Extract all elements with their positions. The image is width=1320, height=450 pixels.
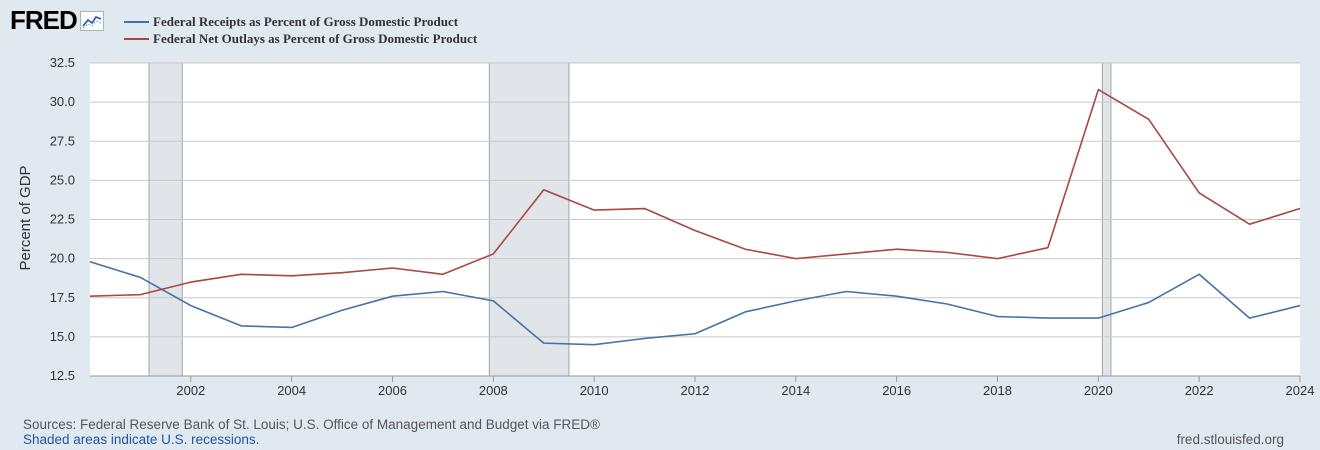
y-tick-label: 27.5	[50, 133, 75, 148]
data-point-series-0[interactable]	[1196, 271, 1202, 277]
x-tick-label: 2010	[580, 383, 609, 398]
data-point-series-1[interactable]	[440, 271, 446, 277]
data-point-series-0[interactable]	[87, 259, 93, 265]
data-point-series-1[interactable]	[1196, 190, 1202, 196]
y-tick-label: 15.0	[50, 329, 75, 344]
data-point-series-1[interactable]	[742, 246, 748, 252]
data-point-series-0[interactable]	[1297, 303, 1303, 309]
data-point-series-1[interactable]	[238, 271, 244, 277]
legend-swatch-receipts	[124, 20, 149, 23]
data-point-series-1[interactable]	[1297, 206, 1303, 212]
data-point-series-0[interactable]	[541, 340, 547, 346]
data-point-series-0[interactable]	[793, 298, 799, 304]
data-point-series-0[interactable]	[289, 324, 295, 330]
data-point-series-1[interactable]	[1146, 116, 1152, 122]
x-tick-label: 2002	[176, 383, 205, 398]
x-tick-label: 2004	[277, 383, 306, 398]
legend-swatch-outlays	[124, 37, 149, 40]
series-line-1[interactable]	[89, 88, 1301, 297]
data-point-series-0[interactable]	[137, 274, 143, 280]
x-tick-label: 2018	[983, 383, 1012, 398]
legend-item-outlays[interactable]: Federal Net Outlays as Percent of Gross …	[124, 30, 477, 47]
fred-logo[interactable]: FRED	[10, 5, 104, 36]
data-point-series-0[interactable]	[1045, 315, 1051, 321]
data-point-series-1[interactable]	[944, 249, 950, 255]
data-point-series-0[interactable]	[238, 323, 244, 329]
x-tick-label: 2020	[1084, 383, 1113, 398]
data-point-series-1[interactable]	[289, 273, 295, 279]
y-tick-label: 20.0	[50, 251, 75, 266]
series-line-0[interactable]	[89, 260, 1301, 346]
data-point-series-0[interactable]	[1247, 315, 1253, 321]
x-tick-label: 2008	[479, 383, 508, 398]
data-point-series-0[interactable]	[742, 309, 748, 315]
data-point-series-1[interactable]	[793, 256, 799, 262]
line-chart: 12.5 15.0 17.5 20.0 22.5 25.0 27.5 30.0 32.5 2002…	[17, 55, 1315, 398]
data-point-series-0[interactable]	[490, 298, 496, 304]
data-point-series-1[interactable]	[1095, 87, 1101, 93]
fred-logo-text: FRED	[10, 5, 78, 35]
data-point-series-1[interactable]	[339, 270, 345, 276]
y-tick-label: 17.5	[50, 290, 75, 305]
y-tick-label: 12.5	[50, 368, 75, 383]
data-point-series-1[interactable]	[541, 187, 547, 193]
y-tick-label: 30.0	[50, 94, 75, 109]
data-point-series-0[interactable]	[894, 293, 900, 299]
data-point-series-0[interactable]	[944, 301, 950, 307]
data-point-series-0[interactable]	[591, 342, 597, 348]
legend-item-receipts[interactable]: Federal Receipts as Percent of Gross Dom…	[124, 13, 477, 30]
y-tick-label: 22.5	[50, 212, 75, 227]
data-point-series-1[interactable]	[642, 206, 648, 212]
chart-legend: Federal Receipts as Percent of Gross Dom…	[124, 13, 477, 47]
data-point-series-1[interactable]	[490, 251, 496, 257]
data-point-series-1[interactable]	[390, 265, 396, 271]
data-point-series-1[interactable]	[87, 293, 93, 299]
legend-label-receipts: Federal Receipts as Percent of Gross Dom…	[153, 13, 459, 29]
data-point-series-0[interactable]	[440, 288, 446, 294]
data-point-series-1[interactable]	[188, 279, 194, 285]
data-point-series-0[interactable]	[339, 307, 345, 313]
data-point-series-1[interactable]	[894, 246, 900, 252]
legend-label-outlays: Federal Net Outlays as Percent of Gross …	[153, 30, 478, 46]
data-point-series-0[interactable]	[188, 303, 194, 309]
data-point-series-1[interactable]	[1045, 245, 1051, 251]
data-point-series-0[interactable]	[843, 288, 849, 294]
footer-recession-note-link[interactable]: Shaded areas indicate U.S. recessions.	[23, 432, 260, 447]
data-point-series-1[interactable]	[137, 292, 143, 298]
data-point-series-0[interactable]	[692, 331, 698, 337]
data-point-series-1[interactable]	[843, 251, 849, 257]
data-point-series-0[interactable]	[995, 314, 1001, 320]
x-tick-label: 2006	[378, 383, 407, 398]
chart-line-icon	[79, 10, 104, 31]
data-point-series-0[interactable]	[1095, 315, 1101, 321]
x-tick-label: 2012	[681, 383, 710, 398]
x-tick-label: 2022	[1185, 383, 1214, 398]
data-point-series-1[interactable]	[995, 256, 1001, 262]
x-tick-label: 2014	[781, 383, 810, 398]
data-point-series-1[interactable]	[591, 207, 597, 213]
x-tick-label: 2016	[882, 383, 911, 398]
footer-sources: Sources: Federal Reserve Bank of St. Lou…	[23, 417, 600, 432]
y-tick-label: 32.5	[50, 55, 75, 70]
y-tick-label: 25.0	[50, 172, 75, 187]
footer-site[interactable]: fred.stlouisfed.org	[1176, 432, 1284, 447]
data-point-series-1[interactable]	[692, 227, 698, 233]
data-point-series-0[interactable]	[1146, 299, 1152, 305]
data-point-series-0[interactable]	[642, 335, 648, 341]
data-point-series-0[interactable]	[390, 293, 396, 299]
y-axis-label: Percent of GDP	[17, 165, 34, 270]
x-tick-label: 2024	[1286, 383, 1315, 398]
data-point-series-1[interactable]	[1247, 221, 1253, 227]
